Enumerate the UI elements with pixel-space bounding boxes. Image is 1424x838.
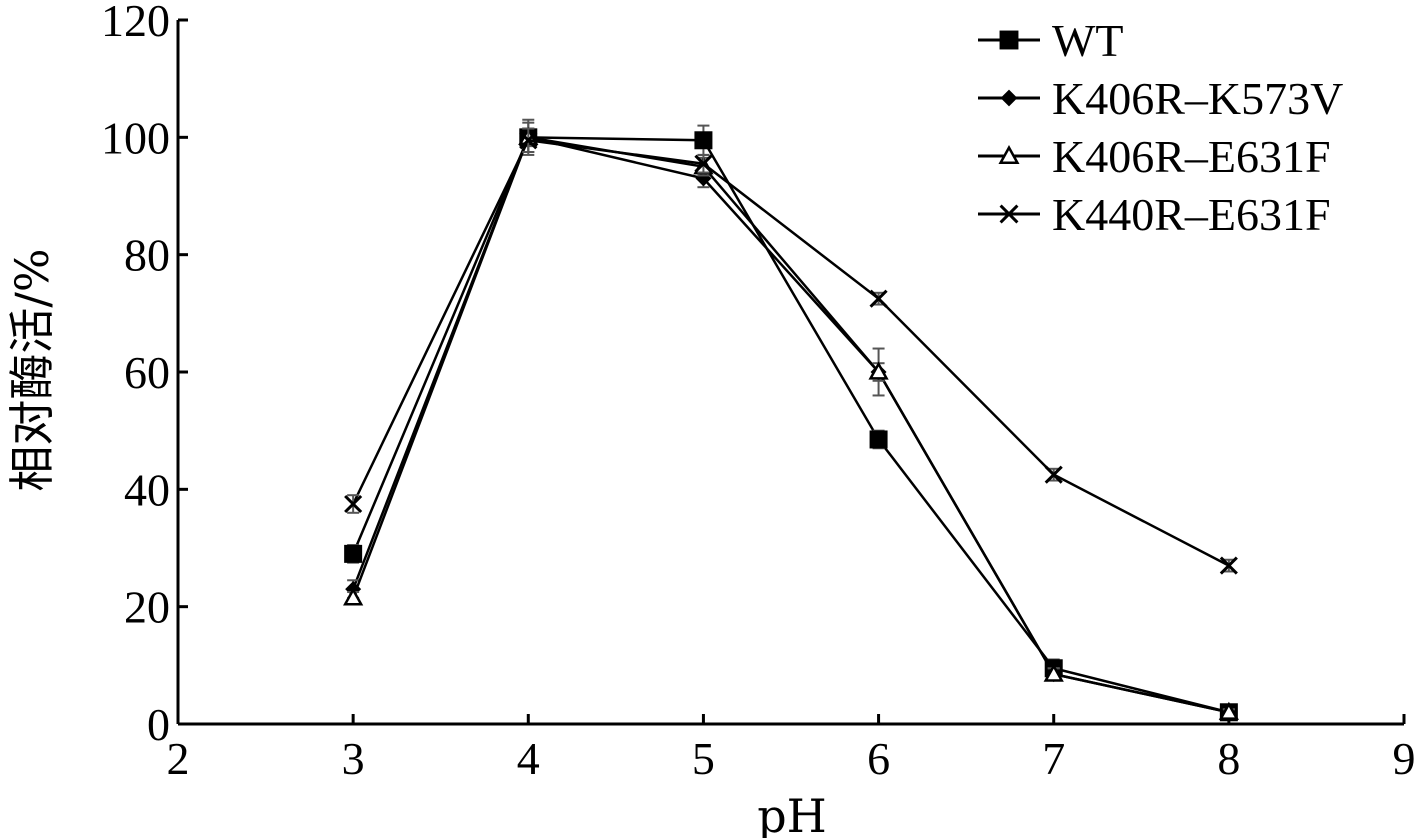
x-tick-label: 6 [867,733,890,784]
legend-item: K406R–K573V [978,73,1343,124]
y-tick-label: 60 [124,347,170,398]
x-tick-label: 3 [342,733,365,784]
data-point [869,289,888,308]
data-point [695,170,712,187]
data-point [868,361,889,380]
legend-marker [999,30,1019,50]
data-point [1043,663,1064,682]
y-tick-label: 80 [124,230,170,281]
marker-stroke [999,204,1019,224]
data-point [694,154,713,173]
legend: WT K406R–K573V K406R–E631F K440R–E631F [978,15,1343,240]
x-tick-label: 2 [167,733,190,784]
y-tick-label: 40 [124,464,170,515]
legend-item: K406R–E631F [978,131,1331,182]
data-point [869,430,888,449]
legend-marker [1000,89,1018,107]
y-tick-label: 120 [101,0,170,46]
marker-stroke [1219,556,1238,575]
series-line [351,135,1230,714]
legend-label: K406R–E631F [1052,131,1331,182]
x-tick-label: 7 [1042,733,1065,784]
legend-item: K440R–E631F [978,189,1331,240]
marker-stroke [869,289,888,308]
y-tick-label: 20 [124,582,170,633]
data-point [344,544,363,563]
marker-stroke [344,494,363,514]
legend-label: K406R–K573V [1052,73,1343,124]
x-axis-title: pH [757,789,827,838]
y-tick-label: 100 [101,112,170,163]
x-tick-label: 8 [1217,733,1240,784]
x-tick-label: 4 [517,733,540,784]
data-point [1219,556,1238,575]
data-point [519,131,538,150]
legend-marker [998,145,1020,164]
plot-area [343,118,1239,722]
data-point [694,131,713,150]
legend-label: WT [1052,15,1124,66]
marker-stroke [519,131,538,150]
series-line [352,138,1230,567]
marker-stroke [1044,465,1063,484]
data-point [344,494,363,514]
series-line [351,136,1230,714]
x-tick-label: 5 [692,733,715,784]
marker-stroke [694,154,713,173]
data-point [1218,701,1239,720]
axes: 2 3 4 5 6 7 8 9 0 20 40 60 80 100 120 [101,0,1416,784]
y-axis-title: 相对酶活/% [5,248,59,491]
data-point [343,587,364,606]
legend-marker [999,204,1019,224]
legend-label: K440R–E631F [1052,189,1331,240]
series-4 [344,127,1238,575]
data-point [1044,465,1063,484]
y-tick-label: 0 [147,699,170,750]
x-tick-label: 9 [1393,733,1416,784]
legend-item: WT [978,15,1124,66]
